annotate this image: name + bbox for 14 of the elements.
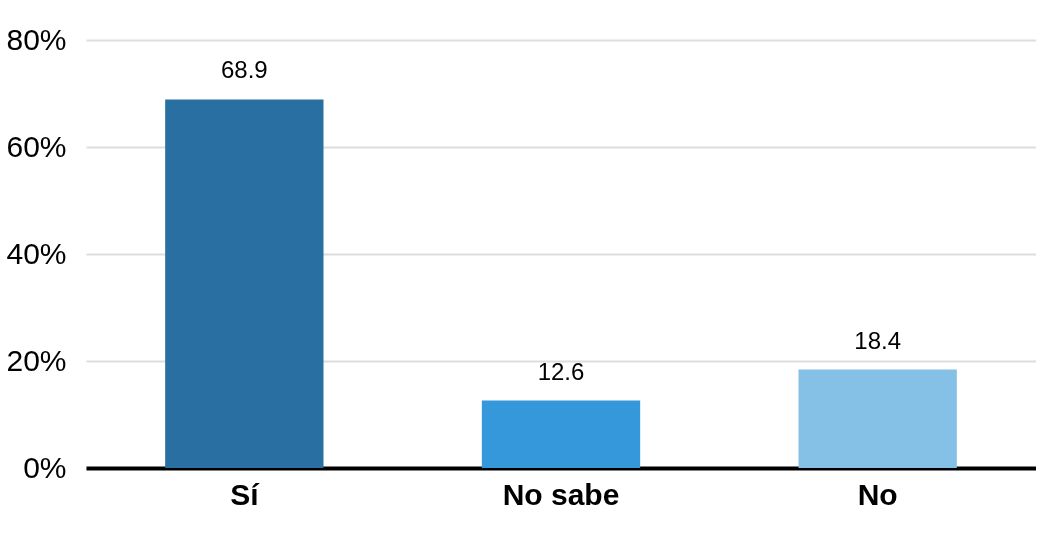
y-tick-label: 80% bbox=[6, 22, 67, 56]
bar bbox=[798, 369, 957, 468]
x-tick-label: No bbox=[857, 477, 898, 511]
data-label: 18.4 bbox=[854, 326, 902, 354]
x-tick-label: Sí bbox=[230, 477, 261, 511]
y-tick-label: 0% bbox=[23, 450, 67, 484]
bar bbox=[481, 400, 641, 468]
data-label: 68.9 bbox=[220, 56, 268, 84]
x-tick-label: No sabe bbox=[502, 477, 620, 511]
y-tick-label: 40% bbox=[6, 236, 67, 270]
y-tick-label: 60% bbox=[6, 129, 67, 163]
bar bbox=[165, 99, 324, 468]
data-label: 12.6 bbox=[537, 357, 585, 385]
y-tick-label: 20% bbox=[6, 343, 67, 377]
